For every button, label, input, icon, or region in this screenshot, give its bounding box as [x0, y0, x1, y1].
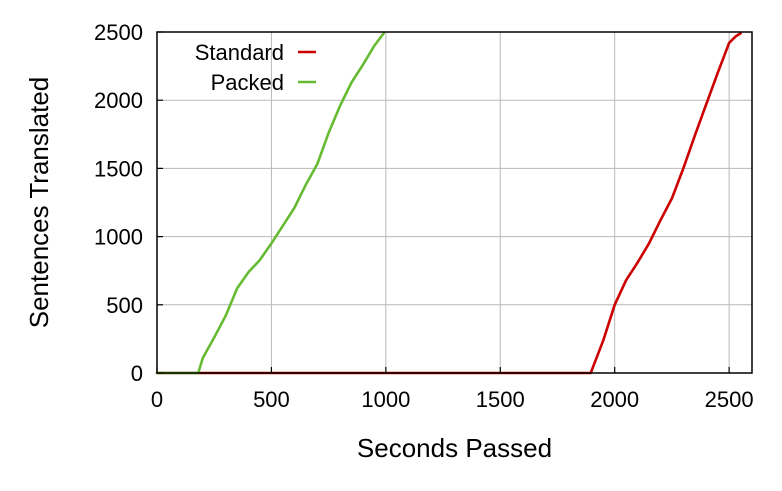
axis-ticks: 0 500 1000 1500 2000 2500 0 500 1000 1500 2000 2500	[94, 20, 754, 412]
series-line-packed	[155, 32, 385, 375]
x-tick-label: 1500	[476, 387, 525, 412]
y-tick-label: 500	[106, 293, 143, 318]
x-tick-label: 500	[253, 387, 290, 412]
x-axis-title: Seconds Passed	[357, 433, 552, 463]
legend: Standard Packed	[195, 40, 316, 95]
x-tick-label: 0	[151, 387, 163, 412]
plot-border	[156, 31, 753, 374]
legend-label-packed: Packed	[211, 70, 284, 95]
y-tick-label: 2000	[94, 88, 143, 113]
plot-frame	[156, 31, 753, 374]
y-tick-label: 1000	[94, 225, 143, 250]
x-tick-label: 2500	[705, 387, 754, 412]
legend-label-standard: Standard	[195, 40, 284, 65]
y-tick-label: 2500	[94, 20, 143, 45]
y-tick-label: 0	[131, 361, 143, 386]
grid	[157, 32, 752, 373]
series-lines	[155, 32, 742, 375]
y-tick-label: 1500	[94, 156, 143, 181]
series-line-standard	[155, 32, 742, 375]
y-axis-title: Sentences Translated	[24, 77, 54, 329]
x-tick-label: 2000	[590, 387, 639, 412]
x-tick-label: 1000	[361, 387, 410, 412]
